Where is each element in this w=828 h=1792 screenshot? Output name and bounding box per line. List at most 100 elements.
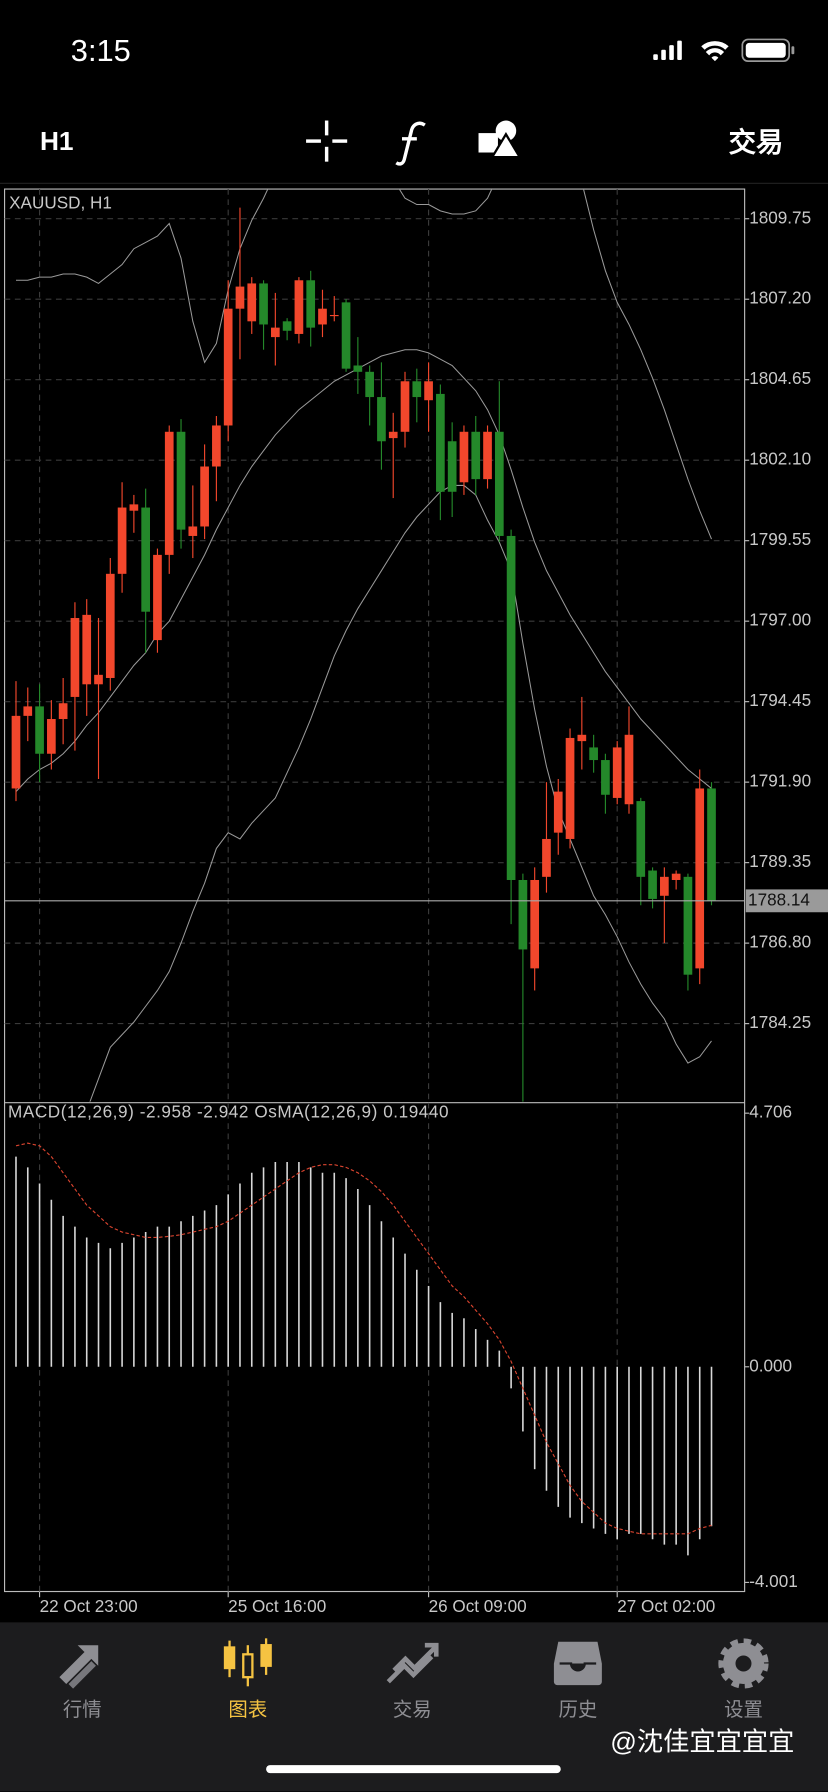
candle-body xyxy=(577,734,587,742)
candle-body xyxy=(188,526,198,536)
candle-body xyxy=(259,283,268,325)
tab-label[interactable]: 设置 xyxy=(724,1699,763,1721)
y-tick-label: 4.706 xyxy=(749,1102,792,1122)
candle-body xyxy=(35,706,44,754)
bollinger-middle xyxy=(15,349,712,792)
y-tick-label: 1799.55 xyxy=(749,529,811,549)
candle-body xyxy=(223,308,233,426)
tab-icon-quotes[interactable] xyxy=(59,1645,99,1689)
indicators-button[interactable] xyxy=(395,121,426,166)
x-tick-label: 27 Oct 02:00 xyxy=(617,1596,715,1616)
candle-body xyxy=(82,614,92,685)
candle-body xyxy=(11,715,21,789)
candle-body xyxy=(424,381,433,401)
tab-icon-trade[interactable] xyxy=(386,1642,439,1684)
y-tick-label: 1804.65 xyxy=(749,368,811,388)
candle-body xyxy=(530,879,540,969)
candle-body xyxy=(671,873,681,880)
candle-body xyxy=(129,504,139,511)
axes: 1809.75 1807.20 1804.65 1802.10 1799.55 1797.… xyxy=(38,207,828,1616)
candle-body xyxy=(683,876,693,975)
price-pane xyxy=(4,189,745,1102)
y-tick-label: 1809.75 xyxy=(749,207,811,227)
candle-body xyxy=(377,397,386,442)
macd-title: MACD(12,26,9) -2.958 -2.942 OsMA(12,26,9… xyxy=(8,1102,449,1122)
status-time: 3:15 xyxy=(71,33,131,68)
candle-body xyxy=(648,870,657,899)
tab-label[interactable]: 图表 xyxy=(228,1699,267,1721)
candle-body xyxy=(247,283,257,322)
candle-body xyxy=(353,365,363,372)
y-tick-label: 1794.45 xyxy=(749,690,811,710)
y-tick-label: 1807.20 xyxy=(749,288,811,308)
candle-body xyxy=(47,719,56,754)
y-tick-label: 1802.10 xyxy=(749,449,811,469)
candle-body xyxy=(542,838,551,877)
y-tick-label: -4.001 xyxy=(749,1571,798,1591)
tab-icon-chart[interactable] xyxy=(223,1638,272,1687)
y-tick-label: 1791.90 xyxy=(749,771,811,791)
candle-body xyxy=(306,280,316,328)
candle-body xyxy=(294,280,304,334)
signal-line xyxy=(15,1142,712,1535)
x-tick-label: 25 Oct 16:00 xyxy=(228,1596,326,1616)
candle-body xyxy=(412,381,422,398)
candle-body xyxy=(660,876,669,896)
candle-body xyxy=(341,302,351,369)
y-tick-label: 0.000 xyxy=(749,1355,792,1375)
candle-body xyxy=(624,734,634,805)
candle-body xyxy=(105,573,115,678)
trade-button[interactable]: 交易 xyxy=(729,126,784,157)
candle-body xyxy=(176,431,186,530)
candle-body xyxy=(506,535,516,880)
home-indicator xyxy=(266,1765,561,1774)
candle-body xyxy=(141,507,151,612)
candle-body xyxy=(636,801,646,877)
timeframe[interactable]: H1 xyxy=(40,126,74,156)
y-tick-label: 1797.00 xyxy=(749,610,811,630)
candle-body xyxy=(329,314,339,317)
bollinger-lower xyxy=(89,484,712,1102)
candle-body xyxy=(707,788,716,901)
x-tick-label: 26 Oct 09:00 xyxy=(429,1596,527,1616)
chart-frame xyxy=(3,188,746,1593)
candle-body xyxy=(270,327,280,338)
bollinger-upper xyxy=(15,189,712,540)
candle-body xyxy=(318,308,327,325)
candle-body xyxy=(447,441,457,492)
tab-label[interactable]: 交易 xyxy=(393,1699,432,1721)
crosshair-button[interactable] xyxy=(306,120,348,162)
objects-button[interactable] xyxy=(478,120,522,159)
candle-body xyxy=(695,788,705,969)
tab-icon-settings[interactable] xyxy=(718,1638,769,1689)
candle-body xyxy=(612,747,622,798)
candle-body xyxy=(58,703,68,720)
candle-body xyxy=(117,507,127,574)
chart-title: XAUUSD, H1 xyxy=(9,192,112,212)
candle-body xyxy=(212,425,221,467)
candle-body xyxy=(70,618,80,697)
watermark: @沈佳宜宜宜宜 xyxy=(610,1726,794,1756)
candle-body xyxy=(436,393,445,492)
candle-body xyxy=(282,321,292,331)
candle-body xyxy=(388,431,398,439)
candle-body xyxy=(553,791,563,833)
macd-pane xyxy=(15,1102,713,1592)
candle-body xyxy=(235,286,245,309)
status-icons xyxy=(653,38,795,63)
candle-body xyxy=(164,431,174,555)
y-tick-label: 1789.35 xyxy=(749,851,811,871)
y-tick-label: 1786.80 xyxy=(749,932,811,952)
candle-body xyxy=(601,760,610,795)
tab-label[interactable]: 行情 xyxy=(63,1699,102,1721)
candle-body xyxy=(400,381,410,432)
tab-label[interactable]: 历史 xyxy=(558,1699,597,1721)
x-tick-label: 22 Oct 23:00 xyxy=(40,1596,138,1616)
tab-icon-history[interactable] xyxy=(551,1639,605,1688)
candle-body xyxy=(200,466,209,527)
current-price-box xyxy=(745,889,828,913)
candle-body xyxy=(23,706,33,716)
candle-body xyxy=(153,554,162,641)
